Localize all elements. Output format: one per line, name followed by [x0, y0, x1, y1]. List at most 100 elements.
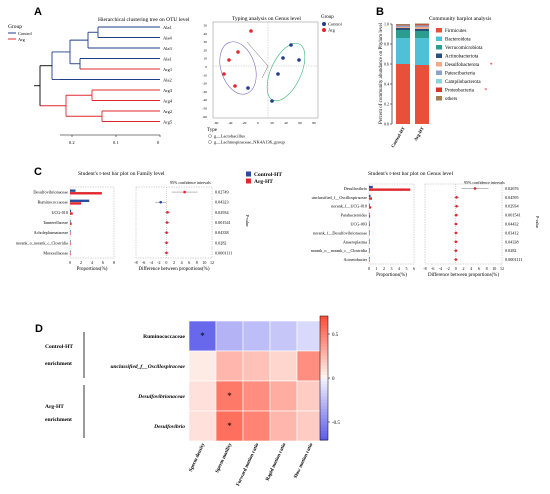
ttest-pvalue-axis-label: P-value [535, 216, 540, 228]
colorbar-segment [320, 436, 328, 441]
panel-a: A Hierarchical clustering tree on OTU le… [8, 6, 343, 145]
colorbar-segment [320, 340, 328, 345]
ttest-prop-tick-label: 0 [69, 260, 71, 265]
colorbar-segment [320, 374, 328, 379]
heatmap-row-label: Ruminococcaceae [143, 334, 185, 340]
colorbar-segment [320, 402, 328, 407]
pca-point [236, 50, 240, 54]
ttest-bar-control [369, 203, 370, 207]
heatmap-cell [215, 380, 244, 412]
tree-tip-label: Arg1 [163, 67, 172, 72]
heatmap-column-label: Slow motion ratio [294, 442, 315, 479]
ttest-bar-control [369, 185, 373, 189]
ttest-legend-label: Arg-HT [254, 179, 273, 185]
pca-x-tick-label: -20 [242, 121, 247, 125]
pca-arrow [261, 65, 269, 79]
ttest-diff-xlabel: Difference between proportions(%) [139, 267, 210, 272]
ttest-prop-tick-label: 2 [383, 266, 385, 271]
colorbar-segment [320, 430, 328, 435]
pca-y-tick-label: 50 [204, 24, 208, 28]
ttest-p-value: 0.02934 [505, 204, 520, 209]
ttest-p-value: 0.02934 [215, 210, 230, 215]
ttest-diff-point [183, 190, 186, 194]
genus-ttest-plot: Desulfovibrio 0.02676 unclassified_f__Osci… [311, 183, 540, 278]
colorbar-segment [320, 412, 328, 416]
panel-c-letter: C [34, 166, 42, 178]
colorbar-segment [320, 365, 328, 370]
colorbar-segment [320, 319, 328, 323]
pca-y-tick-label: 40 [204, 32, 208, 36]
heatmap-colorbar: 0.5 0 -0.5 [319, 315, 340, 441]
ttest-diff-tick-label: -4 [439, 266, 442, 271]
panel-a-letter: A [34, 6, 42, 18]
pca-legend-label: Control [328, 22, 343, 27]
type-legend-marker [208, 140, 212, 144]
panel-b-letter: B [376, 6, 384, 18]
group2-subtitle: enrichment [45, 417, 72, 423]
ttest-category-label: Desulfovibrio [344, 186, 367, 191]
pca-legend-title: Group [321, 15, 334, 20]
ttest-bar-control [369, 230, 370, 233]
ttest-diff-tick-label: 10 [492, 266, 496, 271]
barplot-legend-label: Campilobacterota [445, 80, 481, 85]
ttest-category-label: unclassified_f__Oscillospiraceae [312, 195, 367, 200]
tree-title: Hierarchical clustering tree on OTU leve… [98, 17, 190, 23]
ttest-diff-tick-label: -8 [423, 266, 426, 271]
ttest-p-value: 0.0282 [505, 248, 517, 253]
colorbar-segment [320, 418, 328, 422]
ttest-p-value: 0.02749 [215, 190, 229, 195]
ttest-diff-frame [424, 183, 503, 265]
tree-legend-title: Group [8, 24, 22, 30]
ttest-bar-arg [369, 232, 370, 236]
heatmap-cell [188, 350, 217, 382]
stack-segment-campilobacterota [415, 25, 429, 26]
ttest-bar-arg [369, 215, 371, 218]
colorbar-tick-label: 0.5 [332, 333, 339, 338]
heatmap-cell [296, 320, 325, 352]
ttest-bar-arg [369, 206, 372, 209]
colorbar-segment [320, 421, 328, 425]
pca-y-tick-label: -10 [202, 73, 207, 77]
ttest-diff-frame [135, 186, 213, 259]
ttest-category-label: Tannerellaceae [43, 220, 68, 225]
ttest-diff-tick-label: -4 [150, 260, 153, 265]
ttest-diff-point [454, 231, 458, 235]
ttest-bar-arg [369, 188, 411, 191]
heatmap-cell [242, 410, 271, 442]
pca-y-tick-label: 10 [204, 57, 208, 61]
barplot-legend-label: Verrucomicrobiota [445, 46, 483, 51]
ttest-bar-arg [70, 192, 102, 195]
ttest-bar-arg [369, 241, 370, 245]
ttest-p-value: 0.04338 [505, 239, 519, 244]
ttest-diff-tick-label: 2 [463, 266, 465, 271]
stack-segment-others [396, 24, 410, 25]
tree-axis-tick-label: 0.1 [113, 140, 119, 145]
pca-y-tick-label: -40 [202, 98, 207, 102]
pca-title: Typing analysis on Genus level [232, 16, 301, 22]
ttest-prop-tick-label: 8 [113, 260, 115, 265]
ttest-bar-control [369, 194, 371, 198]
ttest-diff-tick-label: 10 [202, 260, 206, 265]
ttest-bar-arg [70, 202, 81, 205]
ttest-prop-tick-label: 1 [376, 266, 378, 271]
tree-tip-label: Ala1 [163, 56, 172, 61]
ttest-bar-control [369, 239, 370, 242]
ttest-diff-tick-label: 12 [210, 260, 214, 265]
ttest-legend-swatch [246, 171, 251, 177]
pca-x-tick-label: 40 [284, 121, 288, 125]
ttest-diff-tick-label: -6 [431, 266, 434, 271]
barplot-y-tick-label: 0.2 [384, 102, 389, 107]
pca-point [233, 84, 237, 88]
ttest-category-label: norank_o__norank_c__Clostridia [311, 248, 367, 253]
pca-legend-dot [322, 28, 326, 32]
significance-star-icon: * [227, 421, 232, 431]
ttest-bar-control [369, 212, 370, 215]
colorbar-segment [320, 359, 328, 363]
heatmap-cell [188, 320, 217, 352]
pca-y-tick-label: -30 [202, 90, 207, 94]
heatmap-column-label: Rapid motion ratio [266, 442, 288, 482]
significance-star-icon: * [490, 63, 493, 69]
colorbar-segment [320, 353, 328, 357]
